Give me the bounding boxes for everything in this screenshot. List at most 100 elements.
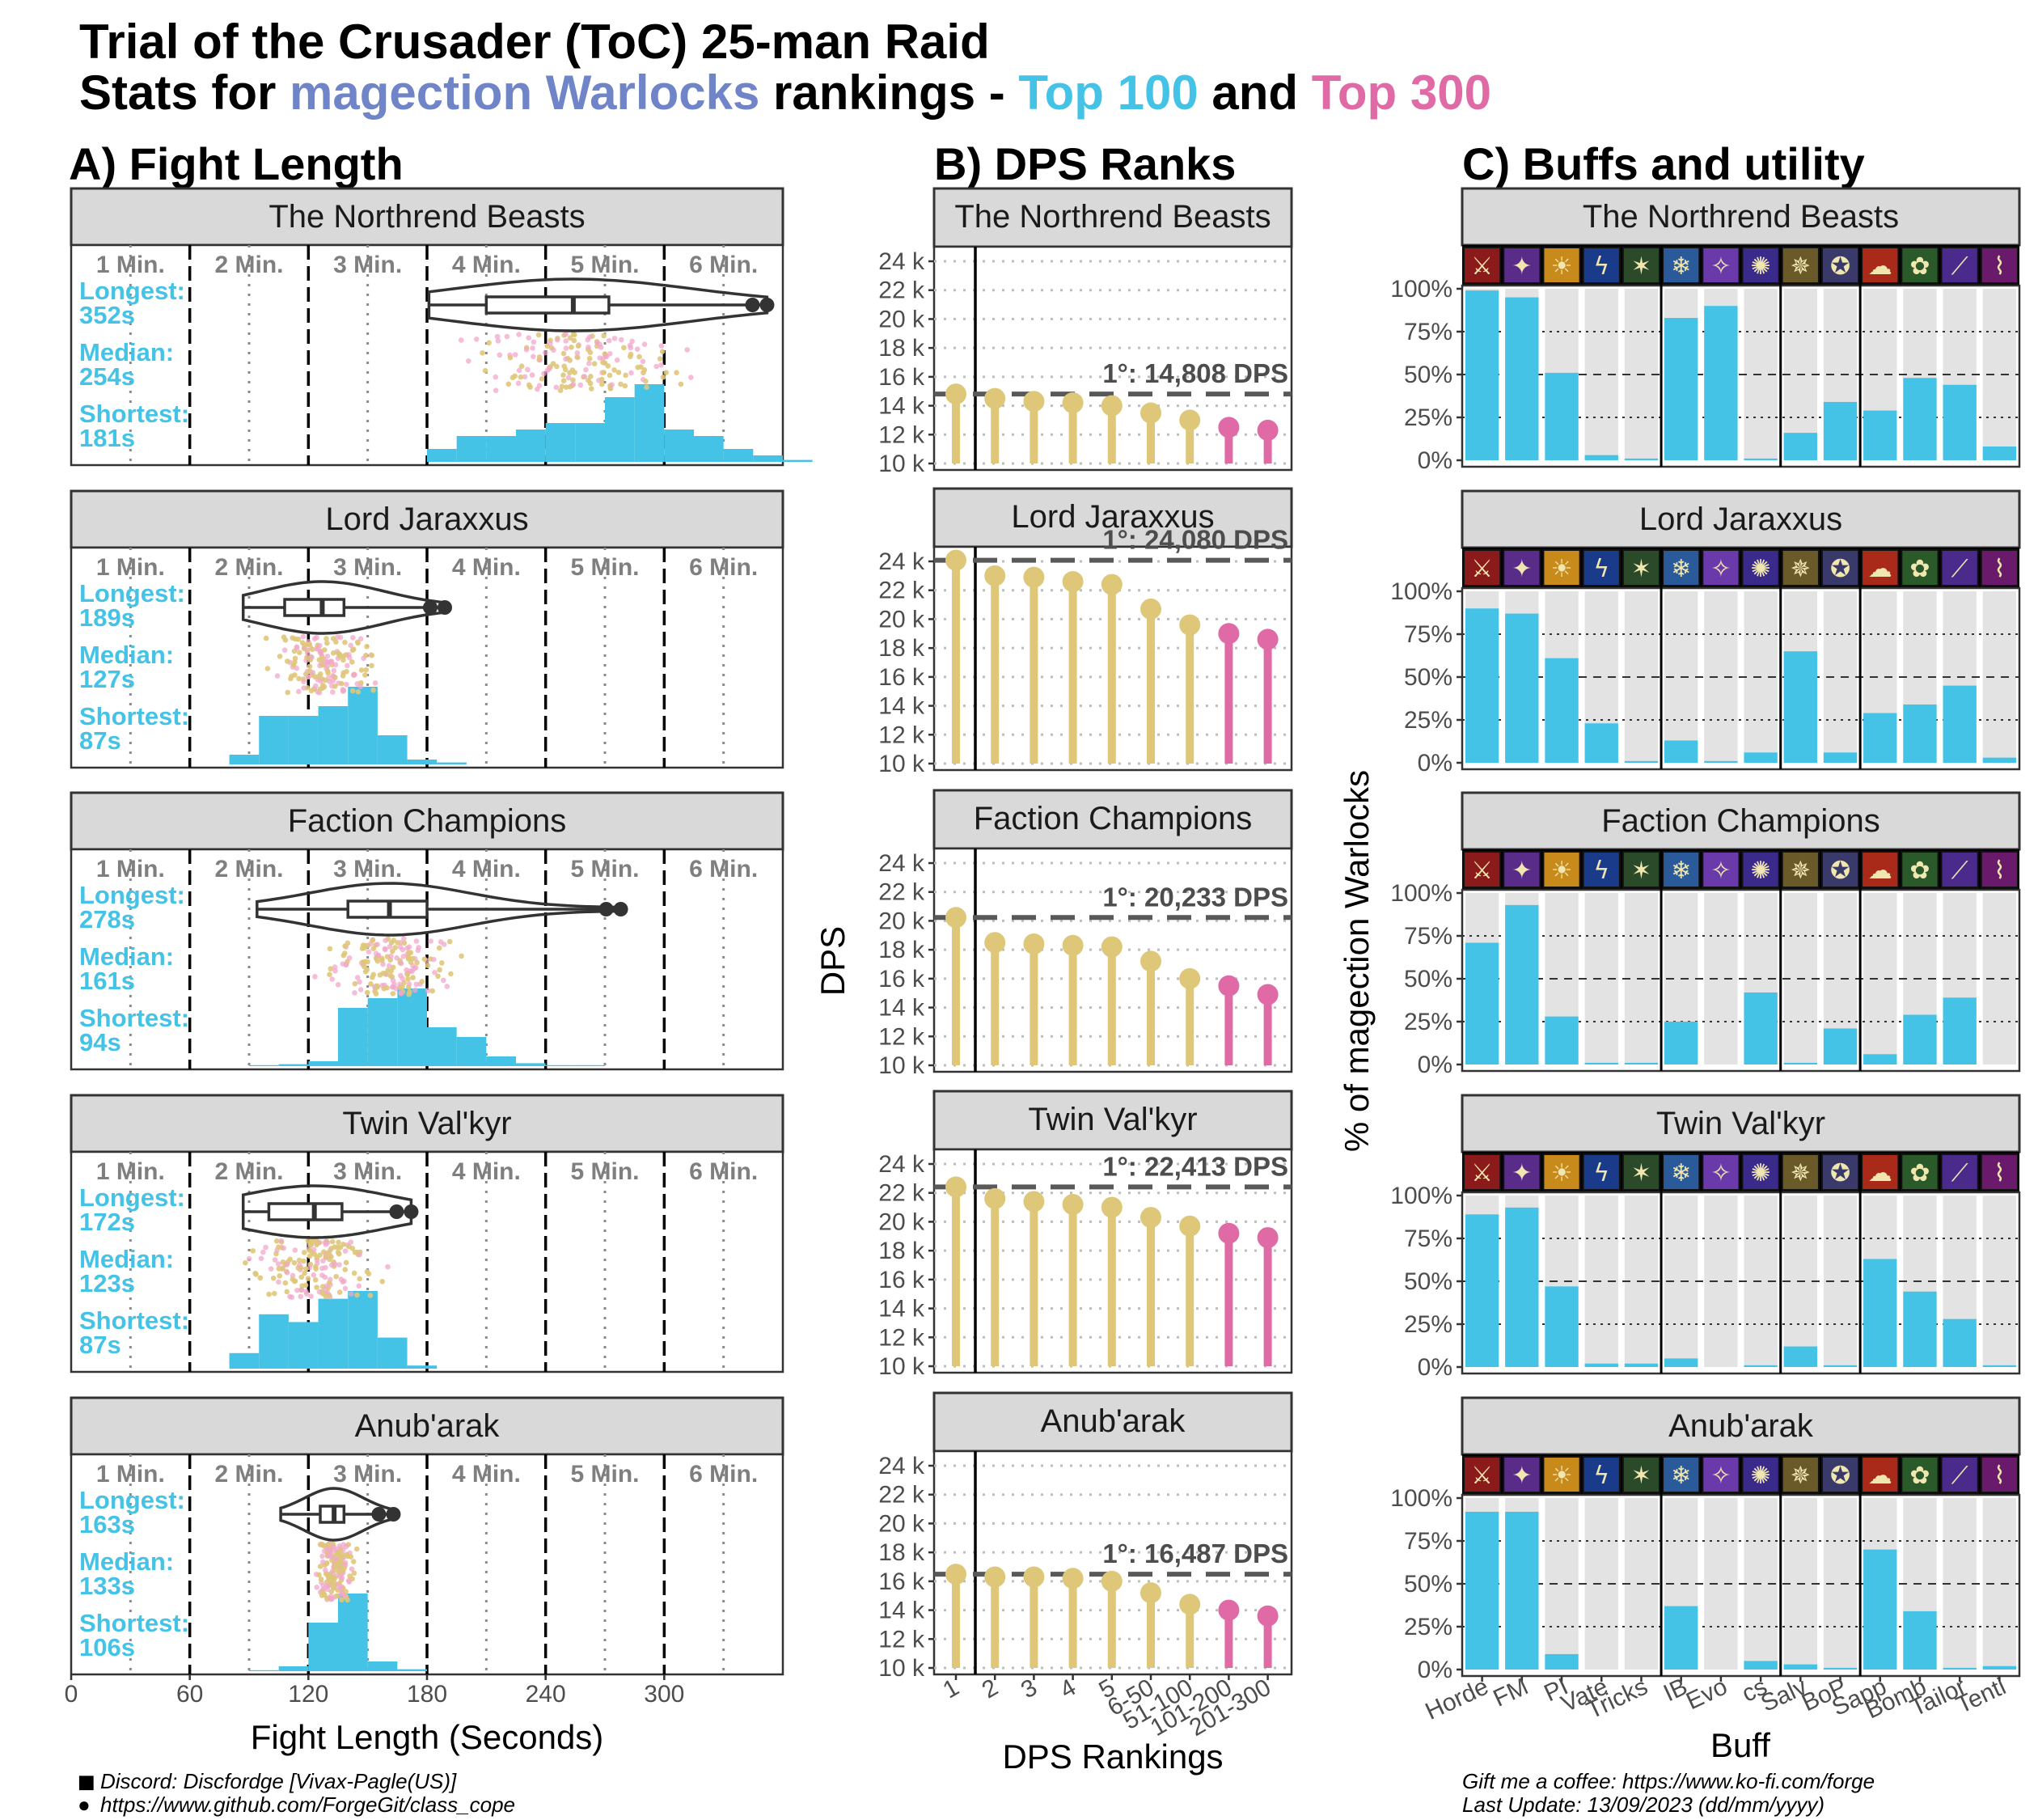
fight-point: [539, 376, 545, 382]
x-tick-label: 180: [407, 1681, 447, 1708]
buff-bar: [1664, 740, 1698, 763]
cs-icon-glyph: ✺: [1751, 252, 1771, 281]
sapp-icon: [1861, 247, 1900, 284]
fight-point: [563, 338, 569, 344]
vate-icon: [1582, 1153, 1621, 1191]
fight-point: [618, 381, 624, 387]
fight-point: [294, 644, 300, 650]
fight-point: [535, 332, 542, 338]
ib-icon-glyph: ❄: [1671, 555, 1691, 583]
buff-y-tick-label: 100%: [1390, 1485, 1452, 1512]
histogram-bar: [634, 384, 665, 462]
fight-point: [486, 340, 492, 346]
buff-bar: [1783, 1346, 1817, 1367]
dps-y-tick-label: 10 k: [878, 451, 925, 477]
fight-point: [641, 370, 646, 376]
fight-point: [319, 1290, 326, 1297]
fight-point: [570, 381, 577, 387]
fight-point: [366, 949, 372, 954]
lollipop-head: [1257, 984, 1279, 1005]
dps-y-tick-label: 24 k: [878, 1151, 925, 1178]
dps-rank-panel: Lord Jaraxxus 10 k 12 k14 k16 k18 k20 k22 …: [878, 487, 1293, 777]
buff-y-tick-label: 75%: [1404, 1225, 1452, 1252]
fight-point: [349, 1566, 355, 1572]
fight-point: [328, 1254, 334, 1260]
vate-icon-glyph: ϟ: [1593, 1159, 1609, 1187]
fm-icon-glyph: ✦: [1512, 1462, 1532, 1490]
fight-point: [611, 336, 618, 341]
fight-point: [338, 1276, 345, 1282]
dps-y-tick-label: 14 k: [878, 1296, 925, 1323]
fight-point: [336, 1543, 343, 1549]
fight-point: [615, 370, 622, 375]
fight-point: [429, 988, 435, 994]
bop-icon-glyph: ✪: [1830, 1462, 1850, 1490]
fight-point: [653, 363, 660, 370]
fight-point: [308, 688, 315, 694]
fight-point: [607, 351, 613, 357]
pi-icon-glyph: ☀: [1551, 857, 1573, 885]
tailor-icon-glyph: ⟋: [1951, 252, 1968, 281]
fight-point: [557, 387, 564, 394]
x-tick-label: 240: [526, 1681, 566, 1708]
fight-point: [316, 657, 323, 662]
fight-point: [357, 979, 362, 985]
stat-value: 161s: [79, 967, 135, 995]
fight-point: [342, 1285, 349, 1292]
vate-icon-glyph: ϟ: [1593, 252, 1609, 281]
fight-point: [288, 675, 294, 682]
buff-bar: [1863, 713, 1897, 763]
pi-icon-glyph: ☀: [1551, 555, 1573, 583]
tricks-icon-glyph: ✶: [1631, 252, 1651, 281]
fight-point: [307, 1242, 314, 1248]
dps-y-tick-label: 22 k: [878, 1180, 925, 1207]
fight-point: [591, 361, 598, 366]
fight-point: [480, 350, 485, 356]
buff-bar: [1783, 1664, 1817, 1670]
dps-strip: [932, 1090, 1293, 1151]
stat-label: Longest:: [79, 277, 185, 305]
buff-boss-name: Lord Jaraxxus: [1639, 502, 1842, 537]
histogram-bar: [486, 436, 516, 462]
fight-point: [621, 345, 627, 351]
fight-point: [319, 1553, 325, 1560]
fight-point: [364, 967, 370, 973]
github-icon: ●: [78, 1792, 91, 1817]
violin-shape: [427, 277, 769, 332]
fight-point: [577, 382, 584, 388]
dps-y-tick-label: 12 k: [878, 722, 925, 748]
fight-point: [516, 332, 522, 337]
fight-length-panel: The Northrend Beasts 1 Min. 2 Min. 3 Min. 4 …: [70, 187, 813, 467]
ib-icon: [1662, 549, 1701, 586]
buff-y-tick-label: 0%: [1418, 1052, 1452, 1078]
fight-point: [344, 668, 349, 675]
ib-icon: [1662, 851, 1701, 888]
outlier-point: [389, 1204, 404, 1219]
fight-point: [643, 378, 649, 384]
buff-y-tick-label: 100%: [1390, 880, 1452, 907]
buff-panel: Anub'arak⚔ ✦ ☀ ϟ ✶ ❄ ✧ ✺ ✵ ✪ ☁ ✿ ⟋ ⌇0%25%50%75%100%Ho…: [1390, 1396, 2021, 1725]
fight-point: [335, 1582, 341, 1588]
fm-icon: [1503, 851, 1541, 888]
lollipop-head: [1179, 1594, 1201, 1615]
bop-icon: [1820, 1153, 1860, 1191]
buff-bar: [1783, 651, 1817, 763]
fight-point: [535, 386, 540, 392]
fight-point: [264, 666, 271, 671]
histogram-bar: [259, 1314, 289, 1369]
minute-label: 1 Min.: [96, 1461, 165, 1488]
tricks-icon-glyph: ✶: [1631, 1159, 1651, 1187]
cs-icon: [1741, 1153, 1780, 1191]
bop-icon-glyph: ✪: [1830, 1159, 1850, 1187]
minute-label: 4 Min.: [452, 1461, 521, 1488]
lollipop-head: [1218, 417, 1240, 438]
fight-point: [357, 987, 364, 993]
fight-point: [330, 1543, 336, 1550]
dps-y-tick-label: 10 k: [878, 1353, 925, 1380]
fight-point: [319, 1541, 325, 1547]
fight-point: [572, 332, 577, 338]
lollipop-head: [1179, 967, 1201, 989]
fight-point: [351, 1570, 357, 1577]
dps-y-tick-label: 18 k: [878, 335, 925, 362]
stat-label: Shortest:: [79, 1306, 189, 1335]
